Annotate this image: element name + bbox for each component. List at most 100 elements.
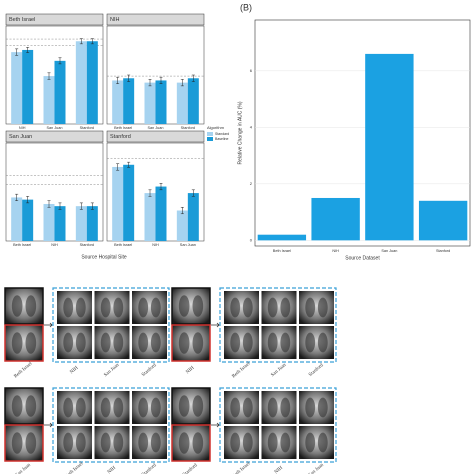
x-axis-label: Source Hospital Site [81,254,127,260]
error-bar [191,189,195,197]
lung [230,432,241,453]
bar [11,197,23,241]
lung [25,332,37,354]
xray-image [224,326,259,359]
lung [11,295,23,317]
x-tick-label: NIH [19,126,26,130]
bar [176,210,188,241]
error-bar [180,206,184,215]
x-tick-label: Beth Israel [13,243,31,247]
error-bar [159,183,163,191]
error-bar [79,202,83,210]
x-axis-label: Source Dataset [345,255,380,261]
facet-strip [106,13,205,26]
facet-strip [106,130,205,143]
lung [280,297,291,318]
bar [86,41,98,124]
xray-image [94,326,130,359]
source-label: Stanford [182,463,199,474]
lung [150,332,161,353]
xray-image [261,291,297,324]
xray-image [57,291,92,324]
x-tick-label: San Juan [147,126,163,130]
panel-label: (B) [240,2,252,12]
bar [112,166,124,241]
x-tick-label: NIH [51,243,58,247]
target-label: NIH [107,465,117,474]
lung [305,397,316,418]
xray-image [299,291,334,324]
bar [123,78,135,124]
lung [63,397,74,418]
xray-image [57,391,92,424]
facet-title: NIH [110,17,120,23]
arrow [44,322,53,328]
x-tick-label: Stanford [181,126,195,130]
lung [317,297,328,318]
lung [150,432,161,453]
lung [317,332,328,353]
lung [113,297,124,318]
lung [100,432,111,453]
lung [63,297,74,318]
bar [75,41,87,124]
y-tick-label: 2 [250,181,253,186]
facet-title: San Juan [9,134,32,140]
xray-image [132,391,167,424]
facet-strip [5,130,104,143]
lung [192,432,204,454]
xray-image [261,326,297,359]
bar [22,199,34,241]
bar [43,76,55,124]
target-label: San Juan [308,462,325,474]
lung [242,432,253,453]
x-tick-label: Beth Israel [273,249,291,253]
bar [311,197,360,241]
lung [178,432,190,454]
y-tick-label: 0 [250,237,253,242]
bar [22,49,34,125]
lung [11,395,23,417]
xray-image [224,291,259,324]
lung [280,397,291,418]
bar [123,164,135,241]
facet-title: Stanford [110,134,131,140]
lung [178,332,190,354]
bar [43,203,55,241]
lung [150,297,161,318]
error-bar [90,202,94,210]
lung [113,397,124,418]
x-tick-label: NIH [152,243,159,247]
lung [192,295,204,317]
y-axis-label: Relative Change in AUC (%) [237,101,243,164]
bar [418,200,468,241]
lung [138,432,149,453]
lung [113,332,124,353]
error-bar [116,76,120,84]
xray-image [4,287,44,325]
bar [187,193,199,241]
xray-image [4,324,44,362]
legend-label: Standard [215,132,229,136]
lung [11,332,23,354]
error-bar [191,74,195,82]
target-label: NIH [69,365,79,375]
lung [100,332,111,353]
xray-image [261,391,297,424]
lung [267,397,278,418]
lung [138,397,149,418]
xray-image [4,424,44,462]
xray-image [171,287,211,325]
lung [75,332,86,353]
error-bar [58,57,62,65]
target-label: Stanford [141,463,158,474]
xray-image [94,391,130,424]
lung [280,332,291,353]
xray-image [299,326,334,359]
error-bar [148,79,152,87]
error-bar [90,38,94,45]
bar [187,78,199,124]
bar [365,53,414,241]
xray-image [132,426,167,459]
